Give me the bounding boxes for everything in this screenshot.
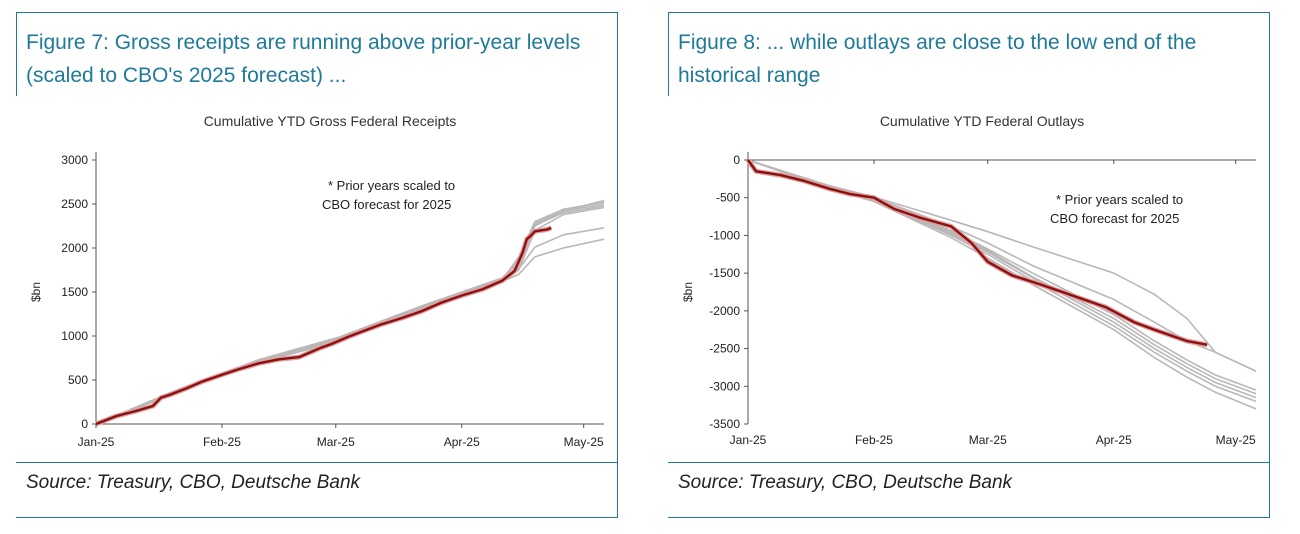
y-tick-label: -2500 <box>709 342 740 356</box>
annotation-text: CBO forecast for 2025 <box>322 197 451 212</box>
frame-left-rule <box>668 12 669 96</box>
y-tick-label: 2500 <box>61 197 88 211</box>
x-tick-label: Jan-25 <box>78 435 115 449</box>
y-tick-label: -1500 <box>709 266 740 280</box>
figure-7-panel: Figure 7: Gross receipts are running abo… <box>16 12 618 518</box>
chart-title: Cumulative YTD Gross Federal Receipts <box>204 113 457 129</box>
figure-heading: Figure 7: Gross receipts are running abo… <box>26 31 581 87</box>
figure-8-panel: Figure 8: ... while outlays are close to… <box>668 12 1270 518</box>
y-axis-label: $bn <box>681 282 695 302</box>
y-tick-label: 1000 <box>61 329 88 343</box>
annotation-text: * Prior years scaled to <box>328 178 455 193</box>
annotation-text: * Prior years scaled to <box>1056 192 1183 207</box>
y-tick-label: 500 <box>68 373 88 387</box>
x-tick-label: Mar-25 <box>317 435 355 449</box>
receipts-chart: Cumulative YTD Gross Federal Receipts 0 50… <box>29 113 605 449</box>
y-tick-label: 0 <box>733 153 740 167</box>
outlays-chart: Cumulative YTD Federal Outlays 0 -500 -1000… <box>681 113 1257 447</box>
frame-top-rule <box>16 12 618 13</box>
prior-year-line <box>95 199 605 425</box>
y-tick-label: -500 <box>716 191 740 205</box>
y-tick-label: -2000 <box>709 304 740 318</box>
frame-top-rule <box>668 12 1270 13</box>
annotation-text: CBO forecast for 2025 <box>1050 211 1179 226</box>
y-tick-label: 0 <box>81 417 88 431</box>
source-rule <box>668 462 1270 463</box>
current-year-line <box>95 226 552 426</box>
y-tick-label: 3000 <box>61 153 88 167</box>
frame-right-rule <box>1269 12 1270 518</box>
frame-left-rule <box>16 12 17 96</box>
y-tick-label: -1000 <box>709 228 740 242</box>
chart-title: Cumulative YTD Federal Outlays <box>880 113 1084 129</box>
x-tick-label: Feb-25 <box>855 433 893 447</box>
frame-right-rule <box>617 12 618 518</box>
current-year-halo <box>745 158 1208 348</box>
y-tick-label: -3000 <box>709 379 740 393</box>
y-tick-label: -3500 <box>709 417 740 431</box>
figure-heading: Figure 8: ... while outlays are close to… <box>678 31 1197 87</box>
x-tick-label: May-25 <box>1216 433 1256 447</box>
y-axis-label: $bn <box>29 282 43 302</box>
frame-bottom-rule <box>668 517 1270 518</box>
x-tick-label: Jan-25 <box>730 433 767 447</box>
x-tick-label: Mar-25 <box>969 433 1007 447</box>
source-note: Source: Treasury, CBO, Deutsche Bank <box>678 472 1013 493</box>
current-year-halo <box>95 225 553 427</box>
frame-bottom-rule <box>16 517 618 518</box>
y-tick-label: 1500 <box>61 285 88 299</box>
x-tick-label: Apr-25 <box>444 435 480 449</box>
x-tick-label: Feb-25 <box>203 435 241 449</box>
source-note: Source: Treasury, CBO, Deutsche Bank <box>26 472 361 493</box>
current-year-line <box>747 159 1208 346</box>
source-rule <box>16 462 618 463</box>
y-tick-label: 2000 <box>61 241 88 255</box>
x-tick-label: Apr-25 <box>1096 433 1132 447</box>
x-tick-label: May-25 <box>564 435 604 449</box>
